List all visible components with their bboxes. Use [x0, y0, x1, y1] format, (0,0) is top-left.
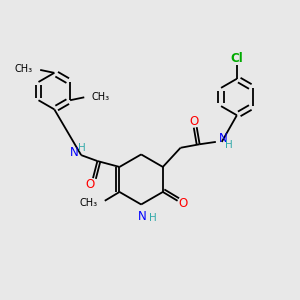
- Text: H: H: [225, 140, 232, 150]
- Text: CH₃: CH₃: [15, 64, 33, 74]
- Text: O: O: [178, 196, 188, 210]
- Text: CH₃: CH₃: [79, 198, 98, 208]
- Text: CH₃: CH₃: [91, 92, 110, 102]
- Text: N: N: [137, 210, 146, 223]
- Text: N: N: [219, 133, 227, 146]
- Text: O: O: [190, 115, 199, 128]
- Text: N: N: [70, 146, 78, 159]
- Text: Cl: Cl: [230, 52, 243, 65]
- Text: O: O: [85, 178, 95, 190]
- Text: H: H: [148, 213, 156, 223]
- Text: H: H: [78, 143, 86, 153]
